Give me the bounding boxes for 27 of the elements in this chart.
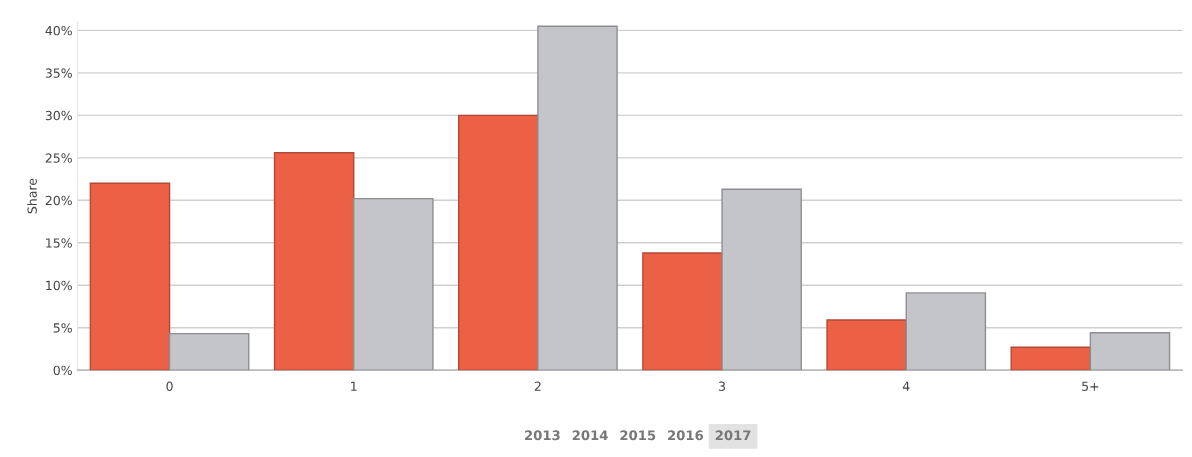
x-tick-label: 0 [166,381,173,391]
bar [826,319,907,371]
y-tick-label: 35% [45,68,72,78]
x-tick-label: 3 [719,381,726,391]
text: 2014 [572,430,608,441]
x-tick-label: 2 [534,381,541,391]
y-tick-label: 15% [46,238,72,248]
y-tick-label: 10% [46,280,72,291]
text: 2015 [620,430,656,441]
text: 2017 [715,430,751,441]
text: 2016 [668,430,704,441]
y-tick-label: 40% [45,25,72,36]
bar [89,182,171,371]
x-tick-label: 4 [902,381,910,391]
x-tick-label: 1 [351,381,357,391]
y-axis-title: Share [27,178,37,214]
y-tick-label: 25% [45,153,72,163]
y-tick-label: 30% [45,110,72,121]
bar [458,114,539,371]
text: 2013 [525,430,560,441]
bar [1010,346,1092,371]
x-tick-label: 5+ [1082,381,1099,391]
bar [273,152,355,371]
bar [642,252,723,371]
y-tick-label: 5% [53,323,72,333]
y-tick-label: 20% [45,195,72,206]
y-tick-label: 0% [53,365,72,376]
